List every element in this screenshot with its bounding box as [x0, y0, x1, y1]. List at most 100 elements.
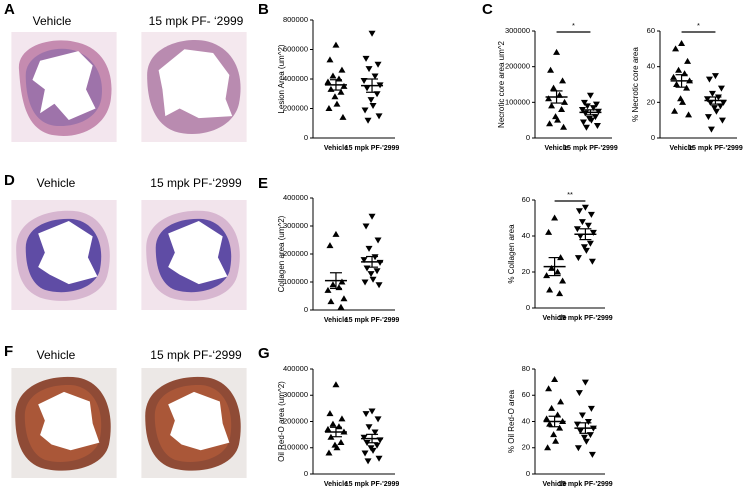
- x-tick-label: 15 mpk PF-'2999: [563, 145, 618, 152]
- data-point: [360, 77, 368, 84]
- y-tick-label: 0: [526, 133, 530, 142]
- data-point: [591, 114, 599, 121]
- data-point: [362, 411, 370, 418]
- data-point: [708, 90, 716, 97]
- data-point: [329, 420, 337, 427]
- y-tick-label: 0: [304, 133, 308, 142]
- x-tick-label: Vehicle: [324, 481, 348, 488]
- data-point: [675, 66, 683, 73]
- data-point: [583, 103, 591, 110]
- data-point: [593, 123, 601, 130]
- y-axis-label: Oil Red-O area (um^2): [277, 381, 286, 462]
- data-point: [340, 295, 348, 302]
- y-tick-label: 300000: [283, 221, 308, 230]
- data-point: [326, 242, 334, 249]
- x-tick-label: 15 mpk PF-'2999: [688, 145, 743, 152]
- data-point: [550, 84, 558, 91]
- y-tick-label: 100000: [505, 97, 530, 106]
- data-point: [573, 421, 581, 428]
- data-point: [579, 119, 587, 126]
- image-label: Vehicle: [37, 176, 76, 190]
- data-point: [553, 48, 561, 55]
- data-point: [559, 77, 567, 84]
- data-point: [326, 410, 334, 417]
- data-point: [325, 105, 333, 111]
- data-point: [338, 415, 346, 422]
- y-tick-label: 300000: [505, 26, 530, 35]
- data-point: [374, 416, 382, 423]
- x-tick-label: 15 mpk PF-'2999: [345, 317, 400, 324]
- data-point: [545, 385, 553, 392]
- data-point: [718, 117, 726, 124]
- data-point: [589, 229, 597, 236]
- data-point: [365, 245, 373, 252]
- image-label: 15 mpk PF-‘2999: [150, 348, 242, 362]
- y-tick-label: 0: [304, 305, 308, 314]
- y-tick-label: 40: [522, 231, 530, 240]
- data-point: [574, 255, 582, 262]
- y-tick-label: 200000: [283, 416, 308, 425]
- data-point: [546, 120, 554, 127]
- data-point: [543, 415, 551, 422]
- data-point: [362, 223, 370, 230]
- data-point: [671, 107, 679, 114]
- image-label: Vehicle: [33, 14, 72, 28]
- data-point: [544, 444, 552, 451]
- data-point: [673, 81, 681, 87]
- data-point: [704, 114, 712, 121]
- data-point: [548, 264, 556, 271]
- data-point: [332, 381, 340, 388]
- y-axis-label: Necrotic core area um^2: [497, 41, 506, 128]
- y-tick-label: 0: [526, 303, 530, 312]
- data-point: [573, 226, 581, 233]
- x-tick-label: 15 mpk PF-'2999: [558, 315, 613, 322]
- data-point: [582, 247, 590, 254]
- data-point: [324, 78, 332, 85]
- data-point: [337, 439, 345, 445]
- data-point: [369, 447, 377, 454]
- data-point: [679, 98, 687, 105]
- data-point: [362, 55, 370, 62]
- data-point: [367, 97, 375, 104]
- panel-letter: D: [4, 172, 15, 189]
- panel-letter: F: [4, 343, 13, 360]
- data-point: [580, 244, 588, 251]
- data-point: [578, 412, 586, 419]
- data-point: [578, 106, 586, 113]
- x-tick-label: Vehicle: [543, 315, 567, 322]
- panel-letter: B: [258, 1, 269, 18]
- data-point: [703, 96, 711, 103]
- y-tick-label: 200000: [283, 103, 308, 112]
- y-tick-label: 100000: [283, 443, 308, 452]
- data-point: [371, 73, 379, 80]
- data-point: [717, 85, 725, 92]
- image-label: 15 mpk PF- ‘2999: [149, 14, 244, 28]
- data-point: [710, 105, 718, 112]
- data-point: [545, 228, 553, 235]
- y-tick-label: 40: [522, 416, 530, 425]
- data-point: [364, 458, 372, 465]
- data-point: [333, 100, 341, 107]
- y-tick-label: 400000: [283, 193, 308, 202]
- data-point: [361, 279, 369, 286]
- data-point: [556, 424, 564, 431]
- data-point: [557, 398, 565, 405]
- data-point: [364, 117, 372, 124]
- data-point: [371, 429, 379, 436]
- data-point: [339, 113, 347, 120]
- y-axis-label: Lesion Area (um^2): [277, 44, 286, 113]
- data-point: [369, 276, 377, 283]
- data-point: [548, 102, 556, 109]
- data-point: [365, 424, 373, 431]
- data-point: [371, 254, 379, 261]
- panel-letter: A: [4, 1, 15, 18]
- data-point: [581, 110, 589, 117]
- data-point: [574, 445, 582, 452]
- x-tick-label: 15 mpk PF-'2999: [558, 481, 613, 488]
- histology-image: [11, 32, 117, 142]
- data-point: [361, 107, 369, 114]
- panel-letter: G: [258, 345, 270, 362]
- data-point: [587, 117, 595, 124]
- data-point: [338, 278, 346, 285]
